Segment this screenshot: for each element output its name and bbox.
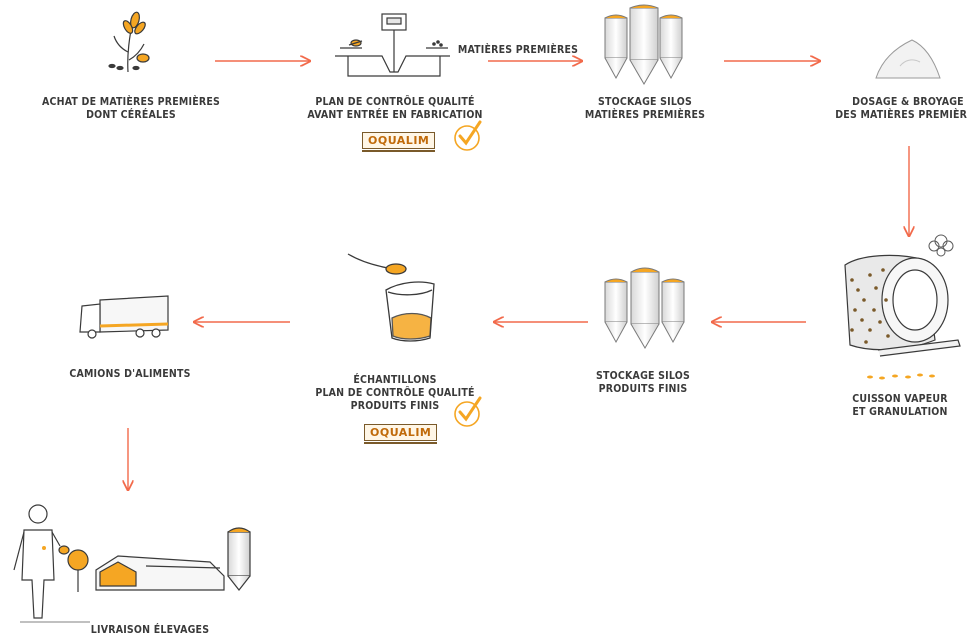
silos-raw-materials-icon — [604, 4, 683, 85]
label-camions: CAMIONS D'ALIMENTS — [69, 368, 191, 380]
silos-finished-products-icon — [604, 267, 685, 349]
arrow-label-matieres-premieres: MATIÈRES PREMIÈRES — [457, 44, 579, 56]
label-stockage-mp: STOCKAGE SILOS MATIÈRES PREMIÈRES — [584, 96, 706, 121]
label-plan-controle-entree: PLAN DE CONTRÔLE QUALITÉ AVANT ENTRÉE EN … — [307, 96, 483, 121]
scale-icon — [335, 13, 450, 77]
powder-pile-icon — [875, 39, 941, 79]
label-cuisson: CUISSON VAPEUR ET GRANULATION — [852, 393, 948, 418]
label-echantillons: ÉCHANTILLONS PLAN DE CONTRÔLE QUALITÉ PROD… — [315, 374, 475, 412]
flow-arrows — [128, 61, 909, 490]
cereal-plant-icon — [108, 11, 150, 73]
label-livraison: LIVRAISON ÉLEVAGES — [90, 624, 210, 636]
granulator-drum-icon — [844, 234, 961, 380]
label-achat: ACHAT DE MATIÈRES PREMIÈRES DONT CÉRÉALES — [41, 96, 221, 121]
check-icon-2 — [454, 396, 482, 427]
sample-bag-icon — [347, 253, 435, 342]
oqualim-badge-1: OQUALIM — [362, 132, 436, 152]
label-stockage-pf: STOCKAGE SILOS PRODUITS FINIS — [596, 370, 690, 395]
label-dosage: DOSAGE & BROYAGE DES MATIÈRES PREMIÈRES — [835, 96, 967, 121]
check-icon-1 — [454, 120, 482, 151]
oqualim-badge-2: OQUALIM — [364, 424, 438, 444]
farm-delivery-icon — [13, 504, 251, 623]
truck-icon — [79, 295, 169, 339]
